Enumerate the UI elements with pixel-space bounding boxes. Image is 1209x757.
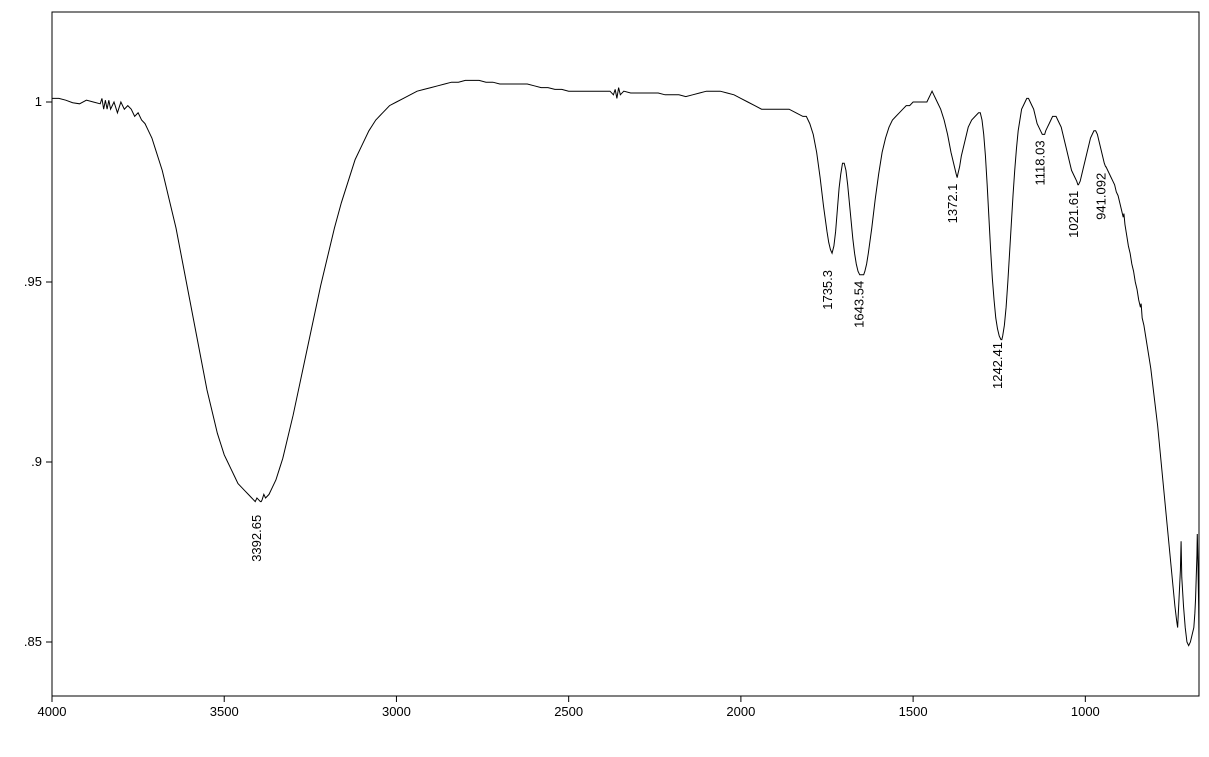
ir-spectrum-chart: 1 .95 .9 .85 4000 3500 3000 2500 2000 1500 1000 339… <box>0 0 1209 757</box>
chart-canvas: 1 .95 .9 .85 4000 3500 3000 2500 2000 1500 1000 339… <box>0 0 1209 757</box>
peak-label: 941.092 <box>1094 173 1109 220</box>
peak-label: 1242.41 <box>990 342 1005 389</box>
peak-label: 1735.3 <box>820 270 835 310</box>
plot-border <box>52 12 1199 696</box>
x-tick-label: 1500 <box>899 704 928 719</box>
peak-label: 1118.03 <box>1033 140 1048 185</box>
x-tick-label: 3000 <box>382 704 411 719</box>
x-tick-label: 4000 <box>38 704 67 719</box>
y-tick-label: .85 <box>24 634 42 649</box>
x-tick-label: 1000 <box>1071 704 1100 719</box>
x-tick-label: 2000 <box>726 704 755 719</box>
peak-label: 3392.65 <box>249 515 264 562</box>
x-tick-label: 3500 <box>210 704 239 719</box>
y-tick-label: 1 <box>35 94 42 109</box>
peak-label: 1372.1 <box>945 184 960 224</box>
y-tick-label: .9 <box>31 454 42 469</box>
y-tick-label: .95 <box>24 274 42 289</box>
peak-label: 1021.61 <box>1066 191 1081 238</box>
x-tick-label: 2500 <box>554 704 583 719</box>
peak-label: 1643.54 <box>852 281 867 328</box>
